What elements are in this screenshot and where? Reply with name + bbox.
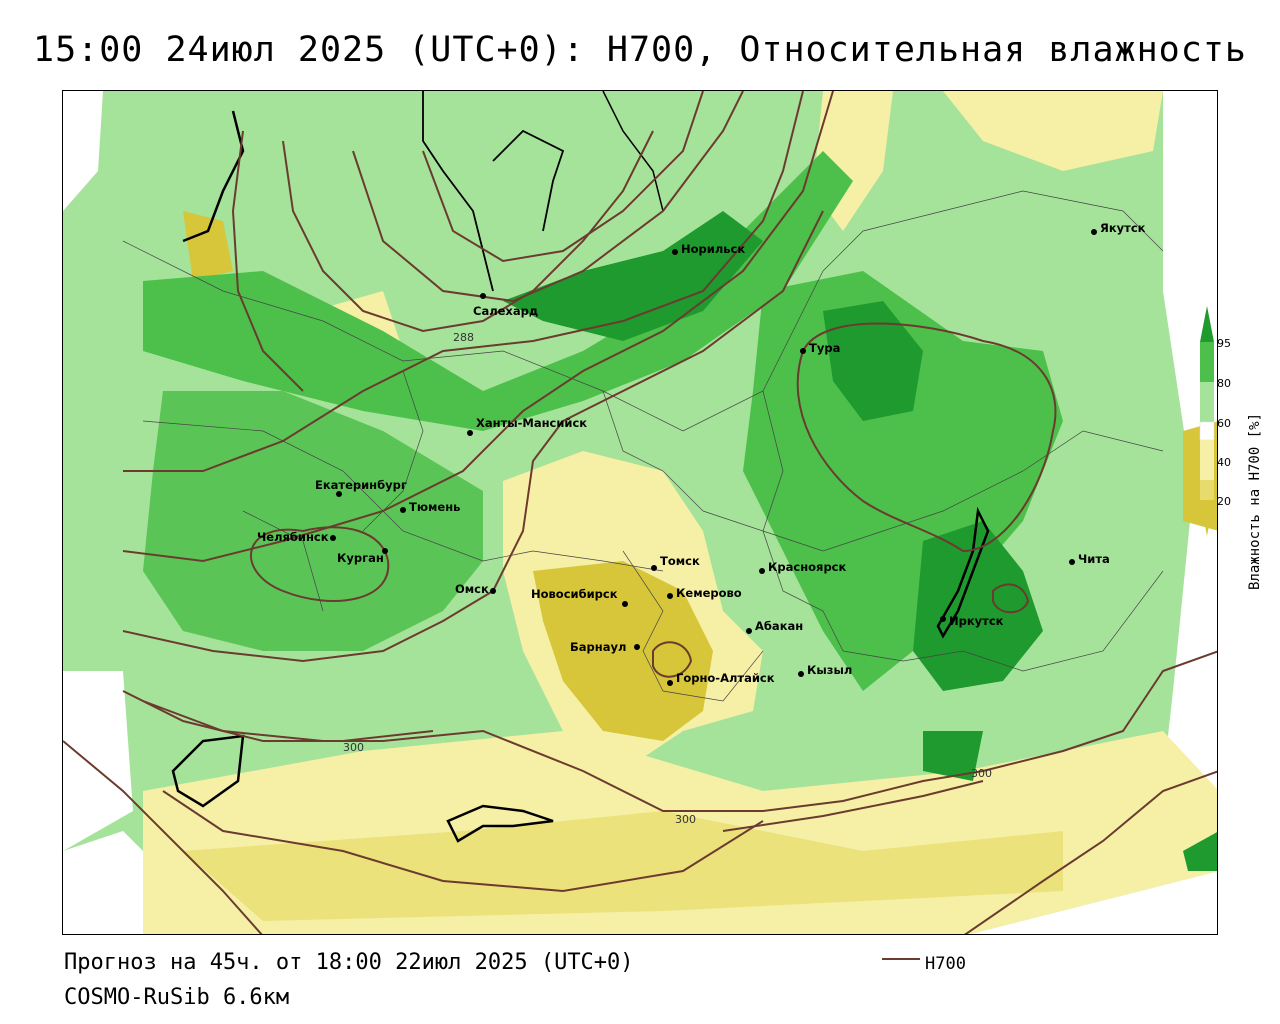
- city-dot-krasnoyarsk: [759, 568, 765, 574]
- city-label: Ханты-Мансийск: [476, 416, 587, 430]
- city-dot-norilsk: [672, 249, 678, 255]
- h700-legend-line: [882, 958, 920, 960]
- city-dot-chita: [1069, 559, 1075, 565]
- humidity-white-area: [63, 831, 143, 934]
- humidity-map: 288 300 300 300 Якутск Норильск Салехард…: [63, 91, 1217, 934]
- city-label: Абакан: [755, 619, 803, 633]
- colorbar-tick: 40: [1217, 456, 1231, 469]
- city-label: Омск: [455, 582, 489, 596]
- contour-label: 300: [675, 813, 696, 826]
- city-dot-yakutsk: [1091, 229, 1097, 235]
- map-panel[interactable]: 288 300 300 300 Якутск Норильск Салехард…: [62, 90, 1218, 935]
- city-label: Салехард: [473, 304, 538, 318]
- coastline: [422, 91, 494, 292]
- city-label: Томск: [660, 554, 700, 568]
- colorbar-band-50-60: [1199, 421, 1215, 441]
- colorbar-title: Влажность на H700 [%]: [1247, 412, 1263, 590]
- city-label: Челябинск: [257, 530, 329, 544]
- very-moist-area-tura: [823, 301, 923, 421]
- very-moist-band-north: [503, 211, 763, 341]
- city-dot-khanty-mansiysk: [467, 430, 473, 436]
- aral-sea: [171, 734, 245, 808]
- very-moist-patch-south: [923, 731, 983, 781]
- city-label: Курган: [337, 551, 384, 565]
- city-label: Кемерово: [676, 586, 742, 600]
- humidity-white-area: [63, 91, 103, 211]
- forecast-info: Прогноз на 45ч. от 18:00 22июл 2025 (UTC…: [64, 950, 634, 975]
- city-dot-barnaul: [634, 644, 640, 650]
- city-label: Якутск: [1100, 221, 1146, 235]
- city-dot-chelyabinsk: [330, 535, 336, 541]
- city-markers: Якутск Норильск Салехард Тура Ханты-Манс…: [257, 221, 1146, 686]
- city-dot-irkutsk: [940, 616, 946, 622]
- contour-label: 300: [971, 767, 992, 780]
- city-label: Красноярск: [768, 560, 846, 574]
- dry-area-south-inner: [183, 811, 1063, 921]
- city-label: Иркутск: [949, 614, 1004, 628]
- humidity-white-area: [63, 671, 133, 851]
- city-label: Кызыл: [807, 663, 852, 677]
- city-dot-kurgan: [382, 548, 388, 554]
- city-dot-kemerovo: [667, 593, 673, 599]
- city-label: Новосибирск: [531, 587, 618, 601]
- city-dot-salekhard: [480, 293, 486, 299]
- contour-label: 300: [343, 741, 364, 754]
- very-dry-area-central: [533, 561, 713, 741]
- moist-area-urals: [143, 391, 483, 651]
- city-dot-novosibirsk: [622, 601, 628, 607]
- city-dot-tomsk: [651, 565, 657, 571]
- map-title: 15:00 24июл 2025 (UTC+0): H700, Относите…: [33, 30, 1247, 70]
- humidity-white-area: [1153, 91, 1217, 871]
- colorbar-band-80-95: [1200, 342, 1214, 382]
- city-label: Тюмень: [409, 500, 460, 514]
- coastline: [492, 129, 565, 232]
- very-moist-corner: [1183, 832, 1217, 871]
- h700-contours: [63, 91, 1217, 934]
- city-dot-tura: [800, 348, 806, 354]
- city-dot-omsk: [490, 588, 496, 594]
- colorbar-band-60-80: [1200, 382, 1214, 422]
- moist-area-east: [743, 271, 1063, 691]
- city-dot-gorno-altaysk: [667, 680, 673, 686]
- colorbar-top-arrow: [1200, 306, 1214, 342]
- colorbar-tick: 60: [1217, 417, 1231, 430]
- city-dot-yekaterinburg: [336, 491, 342, 497]
- humidity-white-area: [970, 871, 1217, 934]
- dry-area-northeast: [943, 91, 1163, 171]
- coastline: [602, 91, 664, 212]
- very-moist-area-baikal: [913, 521, 1043, 691]
- colorbar-tick: 20: [1217, 495, 1231, 508]
- colorbar-band-low: [1200, 480, 1214, 500]
- city-label: Чита: [1078, 552, 1110, 566]
- city-dot-kyzyl: [798, 671, 804, 677]
- city-label: Норильск: [681, 242, 745, 256]
- colorbar-bottom-arrow: [1200, 500, 1214, 536]
- colorbar-tick: 95: [1217, 337, 1231, 350]
- admin-borders: [122, 190, 1164, 702]
- coastline: [182, 110, 245, 243]
- city-label: Екатеринбург: [315, 478, 407, 492]
- city-label: Тура: [809, 341, 840, 355]
- city-label: Барнаул: [570, 640, 626, 654]
- city-dot-abakan: [746, 628, 752, 634]
- h700-legend-label: H700: [925, 954, 966, 974]
- dry-spot-west: [183, 211, 233, 281]
- colorbar-tick: 80: [1217, 377, 1231, 390]
- city-label: Горно-Алтайск: [676, 671, 775, 685]
- lake-balkhash: [446, 804, 554, 843]
- colorbar-band-20-40: [1200, 440, 1214, 480]
- model-name: COSMO-RuSib 6.6км: [64, 985, 290, 1010]
- lake-baikal: [936, 506, 990, 639]
- colorbar: 95 80 60 40 20: [1199, 306, 1231, 536]
- moist-band-north: [143, 151, 853, 431]
- city-dot-tyumen: [400, 507, 406, 513]
- contour-label: 288: [453, 331, 474, 344]
